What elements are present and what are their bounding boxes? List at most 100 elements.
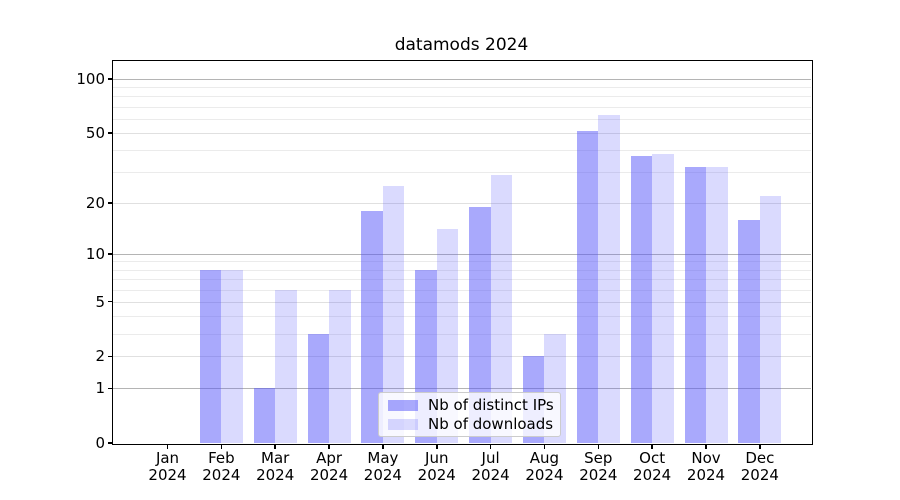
legend-row-downloads: Nb of downloads <box>388 415 554 433</box>
bar-distinct-ips-feb <box>199 269 222 443</box>
x-tick-month: Oct <box>639 449 666 467</box>
legend-swatch-downloads-icon <box>388 418 418 430</box>
y-tick-label: 2 <box>95 347 105 366</box>
x-tick-mark <box>382 444 384 449</box>
bar-downloads-apr <box>329 289 351 443</box>
x-tick-year: 2024 <box>471 466 510 484</box>
x-tick-label: Feb 2024 <box>181 450 261 484</box>
x-tick-label: Mar 2024 <box>235 450 315 484</box>
x-tick-label: Apr 2024 <box>289 450 369 484</box>
x-tick-mark <box>328 444 330 449</box>
bar-distinct-ips-mar <box>253 388 276 443</box>
legend: Nb of distinct IPs Nb of downloads <box>378 392 561 437</box>
bar-downloads-may <box>382 186 405 443</box>
gridline-minor <box>113 279 811 281</box>
gridline-minor <box>113 118 811 120</box>
bar-downloads-jul <box>490 174 513 443</box>
gridline-minor <box>113 96 811 98</box>
x-tick-month: Mar <box>261 449 290 467</box>
y-tick-mark <box>107 355 112 358</box>
y-tick-label: 0 <box>95 434 105 452</box>
x-tick-mark <box>543 444 546 449</box>
x-tick-label: Jun 2024 <box>397 450 477 484</box>
x-tick-mark <box>166 444 169 449</box>
y-tick-mark <box>107 78 112 80</box>
bar-downloads-feb <box>221 269 243 443</box>
x-tick-month: Sep <box>584 449 613 467</box>
bar-downloads-nov <box>706 167 728 443</box>
x-tick-mark <box>274 444 276 449</box>
bar-downloads-mar <box>275 289 297 443</box>
x-tick-year: 2024 <box>686 466 726 484</box>
gridline-minor <box>113 150 811 152</box>
gridline-major <box>113 388 811 390</box>
x-tick-mark <box>759 444 761 449</box>
y-tick-mark <box>107 387 112 390</box>
x-tick-year: 2024 <box>740 466 779 484</box>
x-tick-year: 2024 <box>309 466 349 484</box>
bar-downloads-oct <box>652 154 674 443</box>
x-tick-label: Sep 2024 <box>558 450 638 484</box>
y-tick-mark <box>107 202 112 204</box>
gridline-major <box>113 79 811 81</box>
gridline-minor <box>113 269 811 271</box>
bar-downloads-sep <box>598 115 620 443</box>
y-tick-label: 5 <box>95 292 105 311</box>
x-tick-year: 2024 <box>417 466 456 484</box>
x-tick-month: Apr <box>316 449 343 467</box>
bar-distinct-ips-oct <box>630 156 653 443</box>
x-tick-mark <box>597 444 600 449</box>
x-tick-mark <box>220 444 223 449</box>
y-tick-label: 1 <box>95 379 105 398</box>
y-tick-mark <box>107 253 112 255</box>
gridline-minor <box>113 316 811 318</box>
x-tick-label: Jul 2024 <box>451 450 531 484</box>
bar-distinct-ips-jul <box>469 206 491 443</box>
x-tick-month: Dec <box>745 449 775 467</box>
gridline-minor <box>113 106 811 108</box>
x-tick-label: Oct 2024 <box>612 450 692 484</box>
x-tick-month: Feb <box>208 449 235 467</box>
legend-label-downloads: Nb of downloads <box>428 415 554 433</box>
x-tick-mark <box>489 444 492 449</box>
plot-area <box>113 61 811 443</box>
gridline-labeled <box>113 132 811 134</box>
y-tick-label: 50 <box>85 123 105 142</box>
x-tick-label: May 2024 <box>343 450 423 484</box>
bar-distinct-ips-apr <box>307 333 330 443</box>
x-tick-month: Nov <box>691 449 721 467</box>
x-tick-year: 2024 <box>579 466 618 484</box>
bar-downloads-jun <box>436 229 459 443</box>
x-tick-year: 2024 <box>363 466 402 484</box>
bar-distinct-ips-may <box>361 210 383 443</box>
x-tick-mark <box>705 444 707 449</box>
x-tick-label: Jan 2024 <box>128 450 208 484</box>
y-tick-mark <box>107 132 112 134</box>
legend-swatch-distinct-ips-icon <box>388 399 418 411</box>
gridline-minor <box>113 261 811 263</box>
legend-label-distinct-ips: Nb of distinct IPs <box>428 396 554 414</box>
x-tick-year: 2024 <box>202 466 241 484</box>
gridline-minor <box>113 289 811 291</box>
gridline-minor <box>113 333 811 335</box>
bar-distinct-ips-dec <box>738 219 760 443</box>
gridline-labeled <box>113 356 811 358</box>
x-tick-year: 2024 <box>256 466 295 484</box>
x-tick-month: Aug <box>529 449 560 467</box>
gridline-labeled <box>113 202 811 204</box>
x-tick-label: Dec 2024 <box>720 450 800 484</box>
y-tick-label: 20 <box>85 193 105 212</box>
x-tick-year: 2024 <box>633 466 672 484</box>
gridline-labeled <box>113 301 811 303</box>
y-tick-label: 10 <box>85 244 105 263</box>
x-tick-month: May <box>367 449 399 467</box>
x-tick-month: Jun <box>425 449 449 467</box>
chart-title: datamods 2024 <box>394 35 529 55</box>
bar-distinct-ips-nov <box>684 167 706 443</box>
gridline-major <box>113 253 811 255</box>
y-tick-mark <box>107 300 112 303</box>
x-tick-year: 2024 <box>525 466 564 484</box>
gridline-minor <box>113 87 811 89</box>
x-tick-mark <box>651 444 653 449</box>
